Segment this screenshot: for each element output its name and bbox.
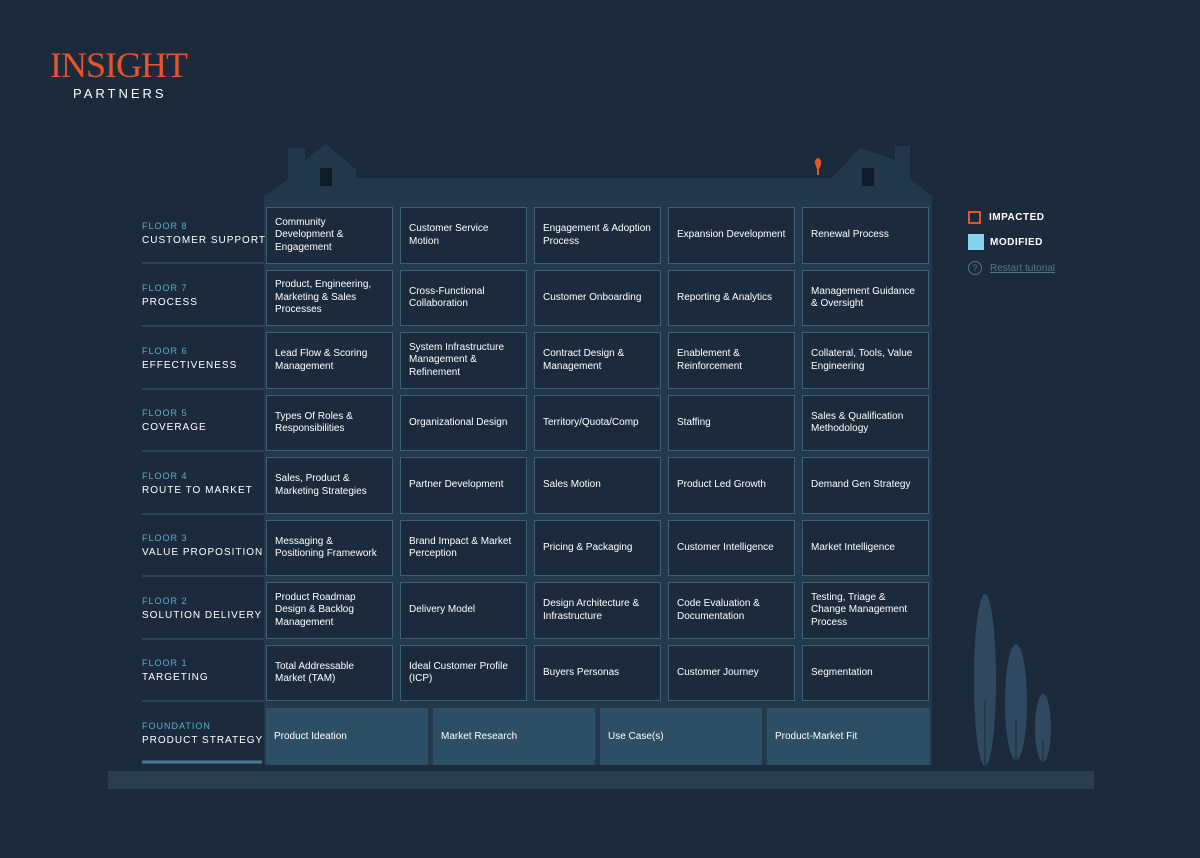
impacted-swatch	[968, 210, 981, 224]
room-cell[interactable]: Code Evaluation & Documentation	[668, 582, 795, 639]
floor-name: VALUE PROPOSITION	[142, 547, 264, 558]
room-cell[interactable]: Total Addressable Market (TAM)	[266, 645, 393, 701]
restart-tutorial-link[interactable]: Restart tutorial	[990, 262, 1056, 274]
room-cell[interactable]: Expansion Development	[668, 207, 795, 264]
room-cell[interactable]: Cross-Functional Collaboration	[400, 270, 527, 326]
room-cell[interactable]: Enablement & Reinforcement	[668, 332, 795, 389]
modified-swatch	[968, 234, 984, 250]
foundation-cell[interactable]: Use Case(s)	[600, 708, 762, 765]
floor-name: COVERAGE	[142, 422, 207, 433]
room-cell[interactable]: Pricing & Packaging	[534, 520, 661, 576]
room-cell[interactable]: Product Roadmap Design & Backlog Managem…	[266, 582, 393, 639]
legend-modified: MODIFIED	[968, 234, 1043, 250]
foundation-cell[interactable]: Market Research	[433, 708, 595, 765]
floor-label-1: FLOOR 1 TARGETING	[142, 658, 209, 683]
room-cell[interactable]: Segmentation	[802, 645, 929, 701]
room-cell[interactable]: System Infrastructure Management & Refin…	[400, 332, 527, 389]
legend-label: MODIFIED	[990, 236, 1043, 248]
room-cell[interactable]: Renewal Process	[802, 207, 929, 264]
floor-label-7: FLOOR 7 PROCESS	[142, 283, 198, 308]
room-cell[interactable]: Organizational Design	[400, 395, 527, 451]
foundation-cell[interactable]: Product Ideation	[266, 708, 428, 765]
room-cell[interactable]: Customer Onboarding	[534, 270, 661, 326]
floor-number: FLOOR 2	[142, 596, 188, 606]
legend-label: IMPACTED	[989, 211, 1045, 223]
floor-number: FOUNDATION	[142, 721, 211, 731]
insight-partners-logo[interactable]: INSIGHT PARTNERS	[50, 45, 188, 101]
room-cell[interactable]: Sales & Qualification Methodology	[802, 395, 929, 451]
room-cell[interactable]: Territory/Quota/Comp	[534, 395, 661, 451]
logo-wordmark: INSIGHT	[50, 45, 188, 85]
floor-name: PRODUCT STRATEGY	[142, 735, 264, 746]
room-cell[interactable]: Demand Gen Strategy	[802, 457, 929, 514]
floor-number: FLOOR 3	[142, 533, 188, 543]
help-icon[interactable]: ?	[968, 261, 982, 275]
room-cell[interactable]: Types Of Roles & Responsibilities	[266, 395, 393, 451]
room-cell[interactable]: Ideal Customer Profile (ICP)	[400, 645, 527, 701]
restart-tutorial[interactable]: ? Restart tutorial	[968, 260, 1055, 276]
room-cell[interactable]: Reporting & Analytics	[668, 270, 795, 326]
logo-subtitle: PARTNERS	[73, 86, 167, 101]
floor-number: FLOOR 1	[142, 658, 188, 668]
room-cell[interactable]: Testing, Triage & Change Management Proc…	[802, 582, 929, 639]
room-cell[interactable]: Market Intelligence	[802, 520, 929, 576]
room-cell[interactable]: Partner Development	[400, 457, 527, 514]
floor-number: FLOOR 5	[142, 408, 188, 418]
legend-impacted: IMPACTED	[968, 209, 1044, 225]
floor-label-8: FLOOR 8 CUSTOMER SUPPORT	[142, 221, 266, 246]
room-cell[interactable]: Design Architecture & Infrastructure	[534, 582, 661, 639]
room-cell[interactable]: Lead Flow & Scoring Management	[266, 332, 393, 389]
floor-label-5: FLOOR 5 COVERAGE	[142, 408, 207, 433]
floor-label-4: FLOOR 4 ROUTE TO MARKET	[142, 471, 253, 496]
room-cell[interactable]: Community Development & Engagement	[266, 207, 393, 264]
room-cell[interactable]: Product, Engineering, Marketing & Sales …	[266, 270, 393, 326]
floor-number: FLOOR 4	[142, 471, 188, 481]
floor-name: EFFECTIVENESS	[142, 360, 238, 371]
floor-number: FLOOR 6	[142, 346, 188, 356]
floor-label-6: FLOOR 6 EFFECTIVENESS	[142, 346, 237, 371]
foundation-cell[interactable]: Product-Market Fit	[767, 708, 930, 765]
room-cell[interactable]: Engagement & Adoption Process	[534, 207, 661, 264]
room-cell[interactable]: Buyers Personas	[534, 645, 661, 701]
floor-number: FLOOR 7	[142, 283, 188, 293]
room-cell[interactable]: Sales, Product & Marketing Strategies	[266, 457, 393, 514]
floor-name: SOLUTION DELIVERY	[142, 610, 263, 621]
floor-label-3: FLOOR 3 VALUE PROPOSITION	[142, 533, 263, 558]
floor-name: ROUTE TO MARKET	[142, 485, 253, 496]
room-cell[interactable]: Management Guidance & Oversight	[802, 270, 929, 326]
room-cell[interactable]: Product Led Growth	[668, 457, 795, 514]
floor-label-2: FLOOR 2 SOLUTION DELIVERY	[142, 596, 262, 621]
room-cell[interactable]: Sales Motion	[534, 457, 661, 514]
room-cell[interactable]: Contract Design & Management	[534, 332, 661, 389]
room-cell[interactable]: Customer Intelligence	[668, 520, 795, 576]
room-cell[interactable]: Collateral, Tools, Value Engineering	[802, 332, 929, 389]
room-cell[interactable]: Customer Journey	[668, 645, 795, 701]
room-cell[interactable]: Brand Impact & Market Perception	[400, 520, 527, 576]
room-cell[interactable]: Staffing	[668, 395, 795, 451]
floor-number: FLOOR 8	[142, 221, 188, 231]
floor-name: TARGETING	[142, 672, 209, 683]
room-cell[interactable]: Delivery Model	[400, 582, 527, 639]
room-cell[interactable]: Messaging & Positioning Framework	[266, 520, 393, 576]
floor-label-foundation: FOUNDATION PRODUCT STRATEGY	[142, 721, 263, 746]
floor-name: PROCESS	[142, 297, 198, 308]
floor-name: CUSTOMER SUPPORT	[142, 235, 266, 246]
bird-icon	[814, 158, 822, 175]
room-cell[interactable]: Customer Service Motion	[400, 207, 527, 264]
